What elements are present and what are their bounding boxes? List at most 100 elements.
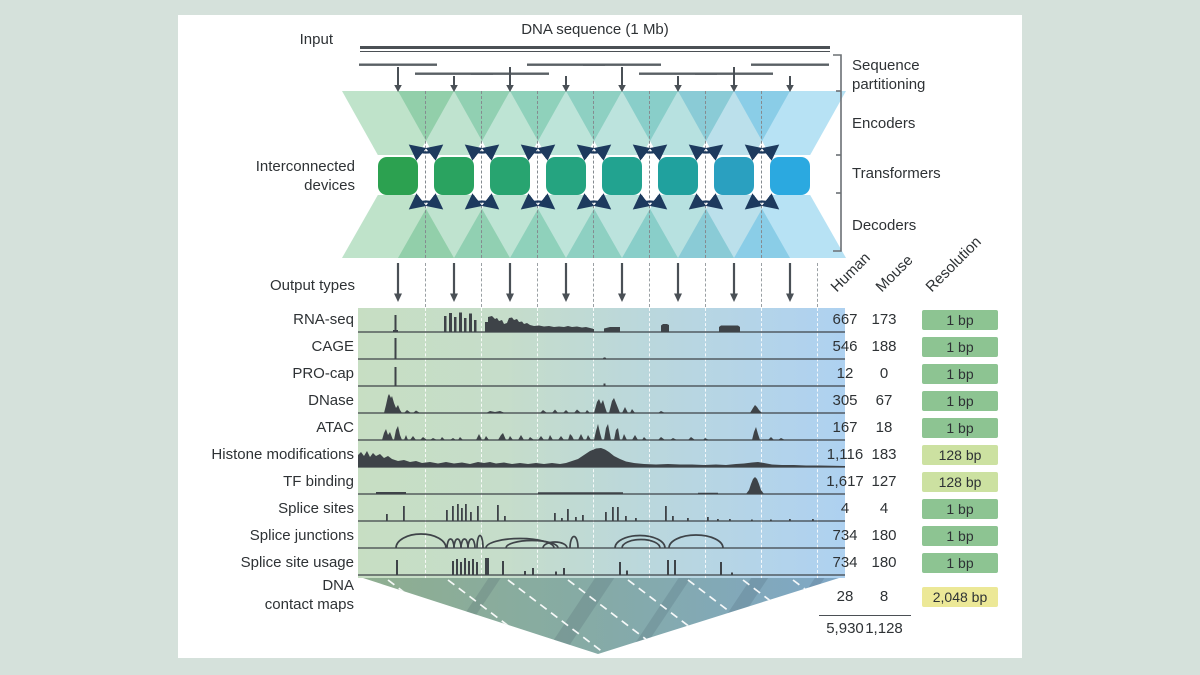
partition-guide-line xyxy=(649,308,650,578)
resolution-badge: 128 bp xyxy=(922,472,998,492)
human-count: 667 xyxy=(832,311,858,328)
transformer-device-box xyxy=(434,157,474,195)
resolution-badge: 1 bp xyxy=(922,364,998,384)
column-header-resolution: Resolution xyxy=(922,233,985,296)
partition-guide-line xyxy=(593,91,594,258)
transformer-device-box xyxy=(770,157,810,195)
partition-guide-line xyxy=(761,91,762,258)
mouse-count: 127 xyxy=(871,473,897,490)
mouse-count: 180 xyxy=(871,527,897,544)
resolution-badge: 1 bp xyxy=(922,526,998,546)
partition-guide-line xyxy=(593,263,594,307)
interconnected-devices-label: Interconnected devices xyxy=(255,158,355,194)
mouse-count: 4 xyxy=(879,500,889,517)
human-count: 167 xyxy=(832,419,858,436)
mouse-count: 0 xyxy=(879,365,889,382)
mouse-count: 67 xyxy=(875,392,893,409)
mouse-count: 188 xyxy=(871,338,897,355)
sequence-partitioning-arrows xyxy=(359,63,829,92)
splice-site-usage-signal xyxy=(358,558,845,576)
mouse-count: 183 xyxy=(871,446,897,463)
mouse-count: 8 xyxy=(879,588,889,605)
mouse-total: 1,128 xyxy=(865,620,903,637)
partition-guide-line xyxy=(425,263,426,307)
atac-signal xyxy=(358,424,845,441)
interconnect-arrows xyxy=(408,144,780,210)
resolution-badge: 1 bp xyxy=(922,310,998,330)
partition-guide-line xyxy=(481,263,482,307)
partition-guide-line xyxy=(761,308,762,578)
pro-cap-signal xyxy=(358,367,845,387)
transformer-device-box xyxy=(714,157,754,195)
partition-guide-line xyxy=(425,308,426,578)
partition-guide-line xyxy=(649,91,650,258)
mouse-count: 18 xyxy=(875,419,893,436)
row-label-splice-junctions: Splice junctions xyxy=(249,527,354,544)
stage-label-encoders: Encoders xyxy=(852,115,916,132)
partition-guide-line xyxy=(705,263,706,307)
human-count: 546 xyxy=(832,338,858,355)
transformer-device-box xyxy=(602,157,642,195)
row-label-tf-binding: TF binding xyxy=(283,473,354,490)
human-total: 5,930 xyxy=(826,620,864,637)
row-label-rna-seq: RNA-seq xyxy=(293,311,354,328)
mouse-count: 180 xyxy=(871,554,897,571)
partition-guide-line xyxy=(705,308,706,578)
resolution-badge: 1 bp xyxy=(922,418,998,438)
human-count: 1,617 xyxy=(826,473,864,490)
human-count: 734 xyxy=(832,554,858,571)
histone-modifications-signal xyxy=(358,448,845,468)
partition-guide-line xyxy=(537,263,538,307)
mouse-count: 173 xyxy=(871,311,897,328)
partition-guide-line xyxy=(537,91,538,258)
rna-seq-signal xyxy=(358,312,845,333)
human-count: 305 xyxy=(832,392,858,409)
partition-guide-line xyxy=(425,91,426,258)
partition-guide-line xyxy=(761,263,762,307)
row-label-splice-site-usage: Splice site usage xyxy=(240,554,354,571)
stage-label-partitioning: Sequence partitioning xyxy=(852,57,926,93)
cage-signal xyxy=(358,338,845,360)
splice-sites-signal xyxy=(358,504,845,522)
input-label: Input xyxy=(299,31,333,48)
resolution-badge: 1 bp xyxy=(922,499,998,519)
figure-panel: Input DNA sequence (1 Mb) xyxy=(178,15,1022,658)
row-label-histone-modifications: Histone modifications xyxy=(211,446,354,463)
partition-guide-line xyxy=(481,308,482,578)
row-label-pro-cap: PRO-cap xyxy=(292,365,354,382)
partition-guide-line xyxy=(649,263,650,307)
output-arrows xyxy=(394,263,794,302)
totals-rule xyxy=(819,615,911,616)
partition-guide-line xyxy=(537,308,538,578)
human-count: 1,116 xyxy=(826,446,864,463)
transformer-device-box xyxy=(658,157,698,195)
splice-junctions-signal xyxy=(358,533,845,549)
resolution-badge: 128 bp xyxy=(922,445,998,465)
dna-sequence-line xyxy=(360,46,830,53)
transformer-device-box xyxy=(378,157,418,195)
stage-label-transformers: Transformers xyxy=(852,165,941,182)
row-label-atac: ATAC xyxy=(316,419,354,436)
human-count: 12 xyxy=(836,365,854,382)
partition-guide-line xyxy=(593,308,594,578)
human-count: 4 xyxy=(840,500,850,517)
resolution-badge: 1 bp xyxy=(922,553,998,573)
partition-guide-line xyxy=(705,91,706,258)
resolution-badge: 1 bp xyxy=(922,337,998,357)
output-types-label: Output types xyxy=(269,277,355,294)
column-header-mouse: Mouse xyxy=(872,251,917,296)
stage-label-decoders: Decoders xyxy=(852,217,917,234)
resolution-badge: 2,048 bp xyxy=(922,587,998,607)
dnase-signal xyxy=(358,394,845,414)
row-label-dnase: DNase xyxy=(308,392,354,409)
row-label-dna-contact-maps: DNA contact maps xyxy=(264,577,354,613)
resolution-badge: 1 bp xyxy=(922,391,998,411)
human-count: 28 xyxy=(836,588,854,605)
transformer-device-box xyxy=(546,157,586,195)
partition-guide-line xyxy=(481,91,482,258)
tf-binding-signal xyxy=(358,477,845,495)
dna-contact-map xyxy=(363,578,839,654)
genome-track-band xyxy=(358,308,845,578)
partition-guide-line xyxy=(817,308,818,578)
